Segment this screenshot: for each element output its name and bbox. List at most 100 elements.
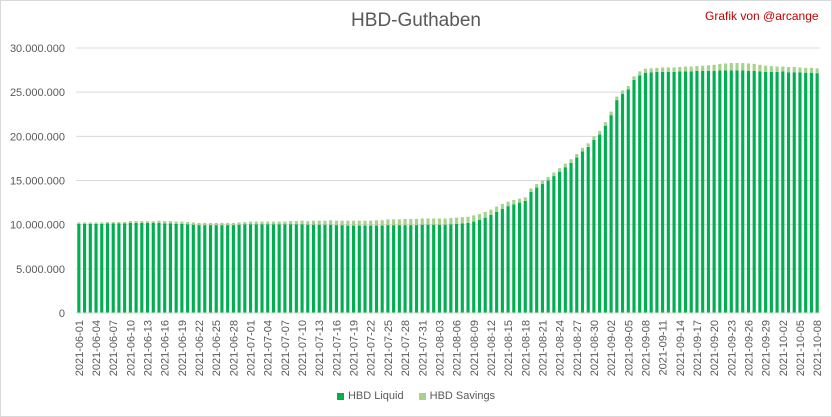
bar-hbd-savings <box>128 221 132 223</box>
bar-hbd-savings <box>352 220 356 226</box>
bar-hbd-savings <box>626 85 630 90</box>
bar-hbd-liquid <box>163 223 167 313</box>
bar-hbd-savings <box>363 220 367 226</box>
bar-hbd-savings <box>392 219 396 226</box>
y-tick-label: 30.000.000 <box>10 43 65 55</box>
bar-hbd-liquid <box>529 191 533 313</box>
bar-hbd-savings <box>575 154 579 158</box>
bar-hbd-liquid <box>804 72 808 313</box>
bar-hbd-liquid <box>495 211 499 313</box>
bar-hbd-savings <box>226 222 230 226</box>
bar-hbd-liquid <box>437 224 441 313</box>
bar-hbd-liquid <box>678 71 682 313</box>
x-tick-label: 2021-08-06 <box>452 320 464 376</box>
x-tick-label: 2021-06-04 <box>91 320 103 376</box>
legend-item-savings: HBD Savings <box>418 390 495 402</box>
bar-hbd-liquid <box>615 100 619 314</box>
bar-hbd-liquid <box>197 225 201 313</box>
bar-hbd-liquid <box>586 146 590 313</box>
x-tick-label: 2021-07-25 <box>383 320 395 376</box>
bar-hbd-savings <box>672 67 676 72</box>
bar-hbd-savings <box>615 96 619 101</box>
bar-hbd-savings <box>157 220 161 223</box>
bar-hbd-liquid <box>477 219 482 313</box>
bar-hbd-savings <box>409 218 413 226</box>
bar-hbd-liquid <box>769 71 773 313</box>
bar-hbd-savings <box>592 136 596 140</box>
bar-hbd-liquid <box>369 225 373 313</box>
bar-hbd-liquid <box>346 225 350 313</box>
bar-hbd-liquid <box>168 223 173 313</box>
bar-hbd-liquid <box>432 224 436 313</box>
bar-hbd-savings <box>455 217 459 224</box>
bar-hbd-liquid <box>460 223 464 313</box>
bar-hbd-liquid <box>466 222 470 313</box>
bar-hbd-savings <box>552 172 556 177</box>
bar-hbd-savings <box>414 218 419 226</box>
bar-hbd-liquid <box>186 224 190 313</box>
bar-hbd-liquid <box>500 208 504 313</box>
bar-hbd-liquid <box>809 72 813 313</box>
bar-hbd-liquid <box>300 224 304 313</box>
bar-hbd-liquid <box>558 171 562 313</box>
bar-hbd-liquid <box>329 224 333 313</box>
bar-hbd-savings <box>168 221 173 224</box>
bar-hbd-savings <box>294 221 298 225</box>
bar-hbd-liquid <box>323 224 327 313</box>
bar-hbd-savings <box>340 220 344 226</box>
bar-hbd-liquid <box>695 70 699 313</box>
bar-hbd-liquid <box>94 223 98 313</box>
bar-hbd-liquid <box>248 224 253 313</box>
bar-hbd-savings <box>701 65 705 71</box>
bar-hbd-savings <box>706 65 710 71</box>
bar-hbd-liquid <box>609 115 613 313</box>
bar-hbd-liquid <box>140 222 144 313</box>
bar-hbd-liquid <box>512 204 516 313</box>
bar-hbd-savings <box>563 163 567 168</box>
bar-hbd-liquid <box>701 70 705 313</box>
bar-hbd-liquid <box>632 79 636 313</box>
x-tick-label: 2021-07-10 <box>297 320 309 376</box>
bar-hbd-liquid <box>655 71 659 313</box>
x-tick-label: 2021-09-23 <box>726 320 738 376</box>
bar-hbd-liquid <box>266 224 270 313</box>
bar-hbd-liquid <box>626 89 630 314</box>
bar-hbd-savings <box>649 68 653 73</box>
bar-hbd-savings <box>151 221 155 223</box>
bar-hbd-liquid <box>517 202 522 313</box>
bar-hbd-liquid <box>145 222 150 313</box>
bar-hbd-liquid <box>380 225 384 313</box>
bar-hbd-savings <box>495 206 499 212</box>
bar-hbd-liquid <box>523 200 527 313</box>
bar-hbd-savings <box>512 199 516 205</box>
bar-hbd-liquid <box>540 184 545 313</box>
bar-hbd-savings <box>397 219 401 226</box>
bar-hbd-liquid <box>403 225 407 313</box>
bar-hbd-savings <box>191 222 195 225</box>
bar-hbd-savings <box>500 203 504 209</box>
bar-hbd-savings <box>638 71 642 76</box>
x-tick-label: 2021-06-16 <box>160 320 172 376</box>
x-tick-label: 2021-07-13 <box>314 320 326 376</box>
bar-hbd-savings <box>83 222 87 224</box>
bar-hbd-savings <box>775 66 779 72</box>
x-tick-label: 2021-07-31 <box>417 320 429 376</box>
bar-hbd-liquid <box>191 224 195 313</box>
bar-hbd-liquid <box>683 71 688 313</box>
bar-hbd-savings <box>254 221 258 225</box>
x-tick-label: 2021-07-01 <box>246 320 258 376</box>
bar-hbd-savings <box>786 66 791 73</box>
bar-hbd-savings <box>477 214 482 220</box>
bar-hbd-savings <box>792 66 796 73</box>
bar-hbd-liquid <box>592 139 596 313</box>
bar-hbd-savings <box>523 197 527 201</box>
x-tick-label: 2021-08-12 <box>486 320 498 376</box>
bar-hbd-savings <box>100 222 104 224</box>
bar-hbd-liquid <box>535 187 539 313</box>
bar-hbd-savings <box>231 222 235 226</box>
bar-hbd-liquid <box>661 71 665 313</box>
bar-hbd-savings <box>466 216 470 223</box>
bar-hbd-savings <box>271 221 276 225</box>
bar-hbd-liquid <box>237 224 241 313</box>
